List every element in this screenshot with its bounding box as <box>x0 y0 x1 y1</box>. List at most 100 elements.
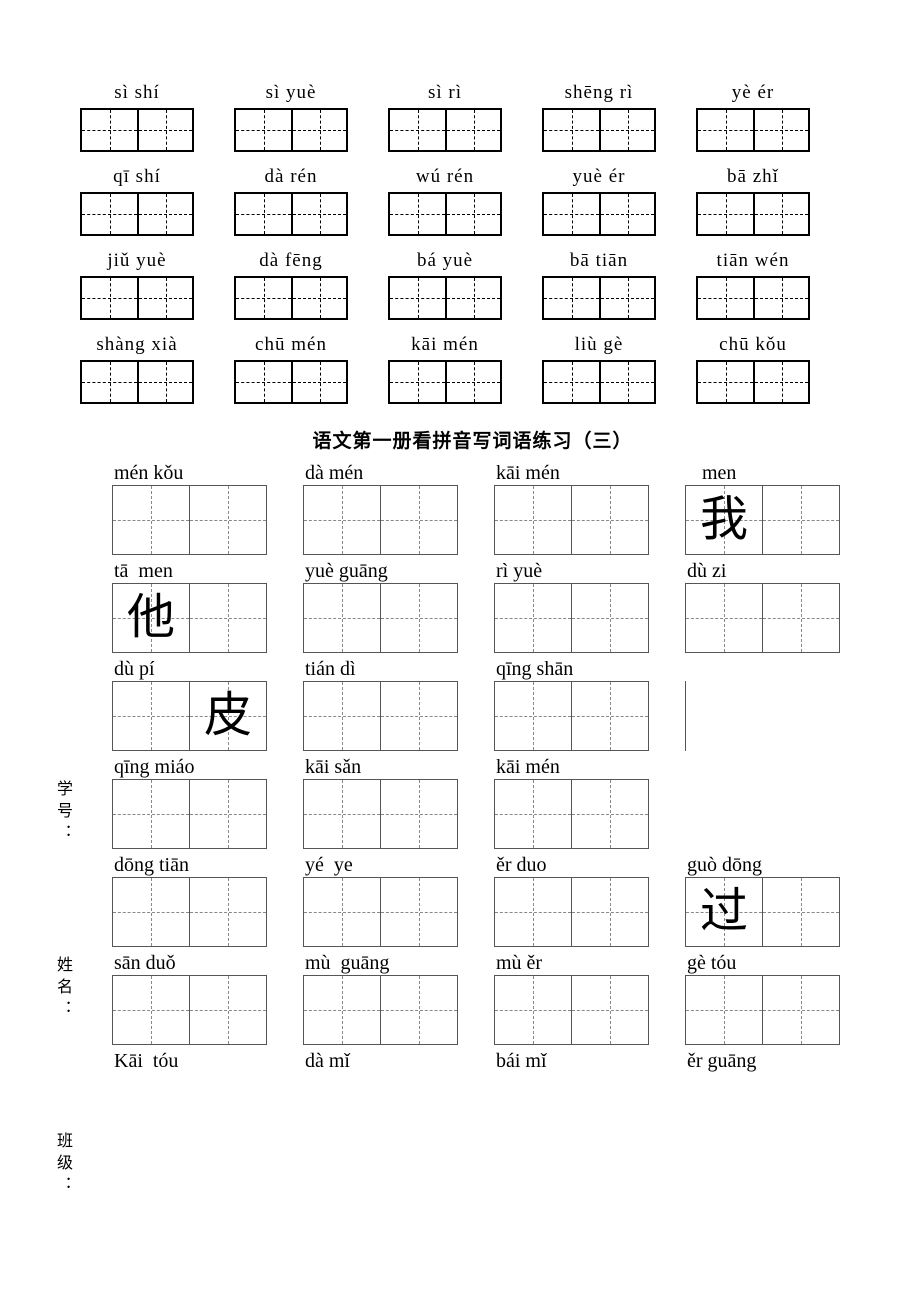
tianzige-cell <box>571 584 648 652</box>
pinyin-label: wú rén <box>416 164 474 188</box>
tianzige-cell <box>571 780 648 848</box>
tianzige-cell <box>599 110 654 150</box>
label-banji: 班级： <box>50 1132 74 1198</box>
practice-cell: liù gè <box>542 332 656 404</box>
tianzige-box <box>112 975 267 1045</box>
practice-cell: bā zhǐ <box>696 164 810 236</box>
practice-cell: ěr guāng <box>685 1045 840 1073</box>
tianzige-cell <box>698 362 753 402</box>
tianzige-cell <box>753 194 808 234</box>
tianzige-cell <box>762 976 839 1044</box>
practice-cell: tiān wén <box>696 248 810 320</box>
practice-cell: dà fēng <box>234 248 348 320</box>
tianzige-box <box>685 583 840 653</box>
worksheet-page: sì shísì yuèsì rìshēng rìyè érqī shídà r… <box>0 0 920 1113</box>
pinyin-label: jiǔ yuè <box>107 248 166 272</box>
pinyin-label: yé ye <box>303 849 458 877</box>
tianzige-box <box>303 779 458 849</box>
practice-cell: sān duǒ <box>112 947 267 1045</box>
pinyin-label: bā tiān <box>570 248 628 272</box>
tianzige-box <box>234 360 348 404</box>
tianzige-cell <box>380 682 457 750</box>
tianzige-cell <box>762 584 839 652</box>
pinyin-label: liù gè <box>575 332 624 356</box>
section-a-row: shàng xià chū mén kāi mén liù gè chū kǒu <box>80 332 865 404</box>
pinyin-label: sì yuè <box>266 80 317 104</box>
tianzige-cell <box>189 584 266 652</box>
pinyin-label: yuè guāng <box>303 555 458 583</box>
tianzige-box <box>234 276 348 320</box>
pinyin-label: shàng xià <box>96 332 177 356</box>
tianzige-cell <box>686 584 762 652</box>
tianzige-box <box>494 779 649 849</box>
practice-cell <box>685 751 840 849</box>
pinyin-label: dà mǐ <box>303 1045 458 1073</box>
pinyin-label: mù guāng <box>303 947 458 975</box>
tianzige-cell <box>304 878 380 946</box>
tianzige-box: 过 <box>685 877 840 947</box>
practice-cell: mù ěr <box>494 947 649 1045</box>
tianzige-cell <box>390 194 445 234</box>
tianzige-cell <box>571 682 648 750</box>
practice-cell: men我 <box>685 457 840 555</box>
tianzige-cell <box>698 194 753 234</box>
pinyin-label: kāi mén <box>411 332 479 356</box>
section-a-row: qī shídà rénwú rényuè érbā zhǐ <box>80 164 865 236</box>
practice-cell: bái mǐ <box>494 1045 649 1073</box>
practice-cell: shēng rì <box>542 80 656 152</box>
practice-cell: sì yuè <box>234 80 348 152</box>
tianzige-box: 他 <box>112 583 267 653</box>
pinyin-label: bái mǐ <box>494 1045 649 1073</box>
practice-cell: mén kǒu <box>112 457 267 555</box>
tianzige-box <box>696 276 810 320</box>
tianzige-box <box>303 681 458 751</box>
tianzige-cell <box>495 584 571 652</box>
practice-cell: yuè ér <box>542 164 656 236</box>
practice-cell: kāi mén <box>494 751 649 849</box>
pinyin-label: mù ěr <box>494 947 649 975</box>
tianzige-box <box>685 975 840 1045</box>
practice-cell: Kāi tóu <box>112 1045 267 1073</box>
tianzige-cell <box>390 110 445 150</box>
practice-cell: mù guāng <box>303 947 458 1045</box>
practice-cell: yè ér <box>696 80 810 152</box>
practice-cell: shàng xià <box>80 332 194 404</box>
pinyin-label: shēng rì <box>565 80 634 104</box>
tianzige-box <box>303 877 458 947</box>
practice-cell: chū kǒu <box>696 332 810 404</box>
tianzige-cell <box>236 278 291 318</box>
tianzige-cell: 他 <box>113 584 189 652</box>
pinyin-label: qīng shān <box>494 653 649 681</box>
tianzige-cell <box>571 486 648 554</box>
tianzige-cell <box>189 486 266 554</box>
pinyin-label: kāi mén <box>494 751 649 779</box>
tianzige-cell <box>82 110 137 150</box>
pinyin-label: dù pí <box>112 653 267 681</box>
tianzige-box <box>303 583 458 653</box>
tianzige-box <box>696 360 810 404</box>
tianzige-cell: 我 <box>686 486 762 554</box>
tianzige-cell <box>189 976 266 1044</box>
tianzige-box: 我 <box>685 485 840 555</box>
tianzige-cell <box>445 362 500 402</box>
practice-cell: dù zi <box>685 555 840 653</box>
practice-cell: bá yuè <box>388 248 502 320</box>
practice-cell: dà mén <box>303 457 458 555</box>
tianzige-box <box>80 192 194 236</box>
practice-cell: chū mén <box>234 332 348 404</box>
tianzige-cell <box>291 362 346 402</box>
practice-cell: dà rén <box>234 164 348 236</box>
tianzige-cell: 皮 <box>189 682 266 750</box>
tianzige-box: 皮 <box>112 681 267 751</box>
tianzige-cell <box>304 584 380 652</box>
tianzige-cell <box>762 486 839 554</box>
tianzige-cell <box>495 976 571 1044</box>
practice-cell: kāi mén <box>494 457 649 555</box>
tianzige-cell <box>495 682 571 750</box>
tianzige-box <box>80 276 194 320</box>
tianzige-cell <box>698 110 753 150</box>
practice-cell: rì yuè <box>494 555 649 653</box>
tianzige-box <box>542 192 656 236</box>
tianzige-box <box>112 485 267 555</box>
tianzige-cell <box>762 878 839 946</box>
